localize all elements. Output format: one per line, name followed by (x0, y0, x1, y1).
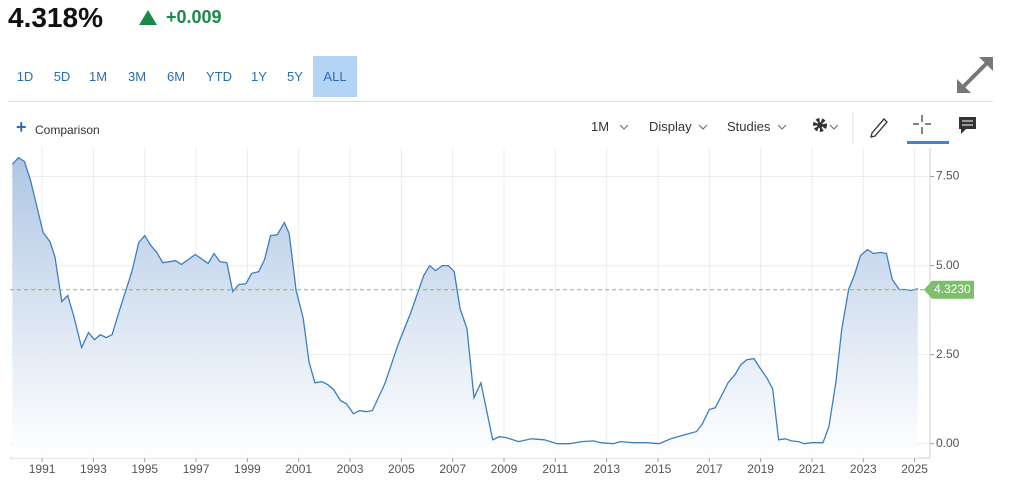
x-tick-label: 1995 (131, 462, 158, 476)
pencil-icon[interactable] (870, 118, 888, 138)
x-tick-label: 2017 (696, 462, 723, 476)
y-tick-label: 7.50 (936, 169, 960, 183)
x-tick-label: 2025 (901, 462, 928, 476)
display[interactable]: Display (649, 119, 692, 134)
x-tick-label: 2005 (388, 462, 415, 476)
range-button[interactable]: 5D (53, 69, 71, 84)
range-button[interactable]: 3M (127, 69, 147, 84)
price: 4.318% (8, 2, 103, 33)
x-tick-label: 2011 (542, 462, 568, 476)
y-tick-label: 0.00 (936, 436, 960, 450)
x-tick-label: 2001 (285, 462, 312, 476)
range-button[interactable]: 1Y (251, 69, 267, 84)
x-tick-label: 2023 (850, 462, 877, 476)
x-tick-label: 2009 (491, 462, 518, 476)
chevron (829, 124, 839, 130)
comparison[interactable]: Comparison (35, 123, 100, 137)
range-button[interactable]: 6M (166, 69, 186, 84)
x-tick-label: 1993 (80, 462, 107, 476)
line (11, 156, 919, 445)
plus-icon[interactable]: + (16, 117, 27, 137)
last-value-label: 4.3230 (934, 282, 971, 296)
range-button[interactable]: YTD (206, 69, 232, 84)
area (12, 157, 918, 458)
x-tick-label: 1999 (234, 462, 261, 476)
range-button[interactable]: 1M (88, 69, 108, 84)
gear-icon[interactable] (813, 118, 827, 132)
x-tick-label: 1997 (183, 462, 210, 476)
toolbar-icons (619, 112, 976, 144)
chevron (777, 124, 787, 130)
range-button[interactable]: ALL (313, 56, 357, 97)
studies[interactable]: Studies (727, 119, 771, 134)
active-tool-underline (907, 141, 949, 144)
chevron (619, 124, 629, 130)
x-tick-label: 2019 (747, 462, 774, 476)
crosshair-icon[interactable] (913, 115, 931, 134)
chevron (698, 124, 708, 130)
x-tick-label: 2013 (593, 462, 620, 476)
x-tick-label: 2015 (645, 462, 672, 476)
x-tick-label: 1991 (29, 462, 56, 476)
range-button[interactable]: 1D (16, 69, 34, 84)
y-tick-label: 2.50 (936, 347, 960, 361)
gear-hub (817, 122, 823, 128)
up-arrow (139, 10, 157, 25)
range-button[interactable]: 5Y (287, 69, 303, 84)
change: +0.009 (166, 7, 222, 27)
x-tick-label: 2003 (337, 462, 364, 476)
x-tick-label: 2007 (439, 462, 466, 476)
y-tick-label: 5.00 (936, 258, 960, 272)
x-tick-label: 2021 (799, 462, 826, 476)
separator (8, 101, 993, 102)
expand-icon[interactable] (955, 55, 995, 95)
last-value-badge (924, 280, 974, 299)
interval[interactable]: 1M (591, 119, 610, 134)
